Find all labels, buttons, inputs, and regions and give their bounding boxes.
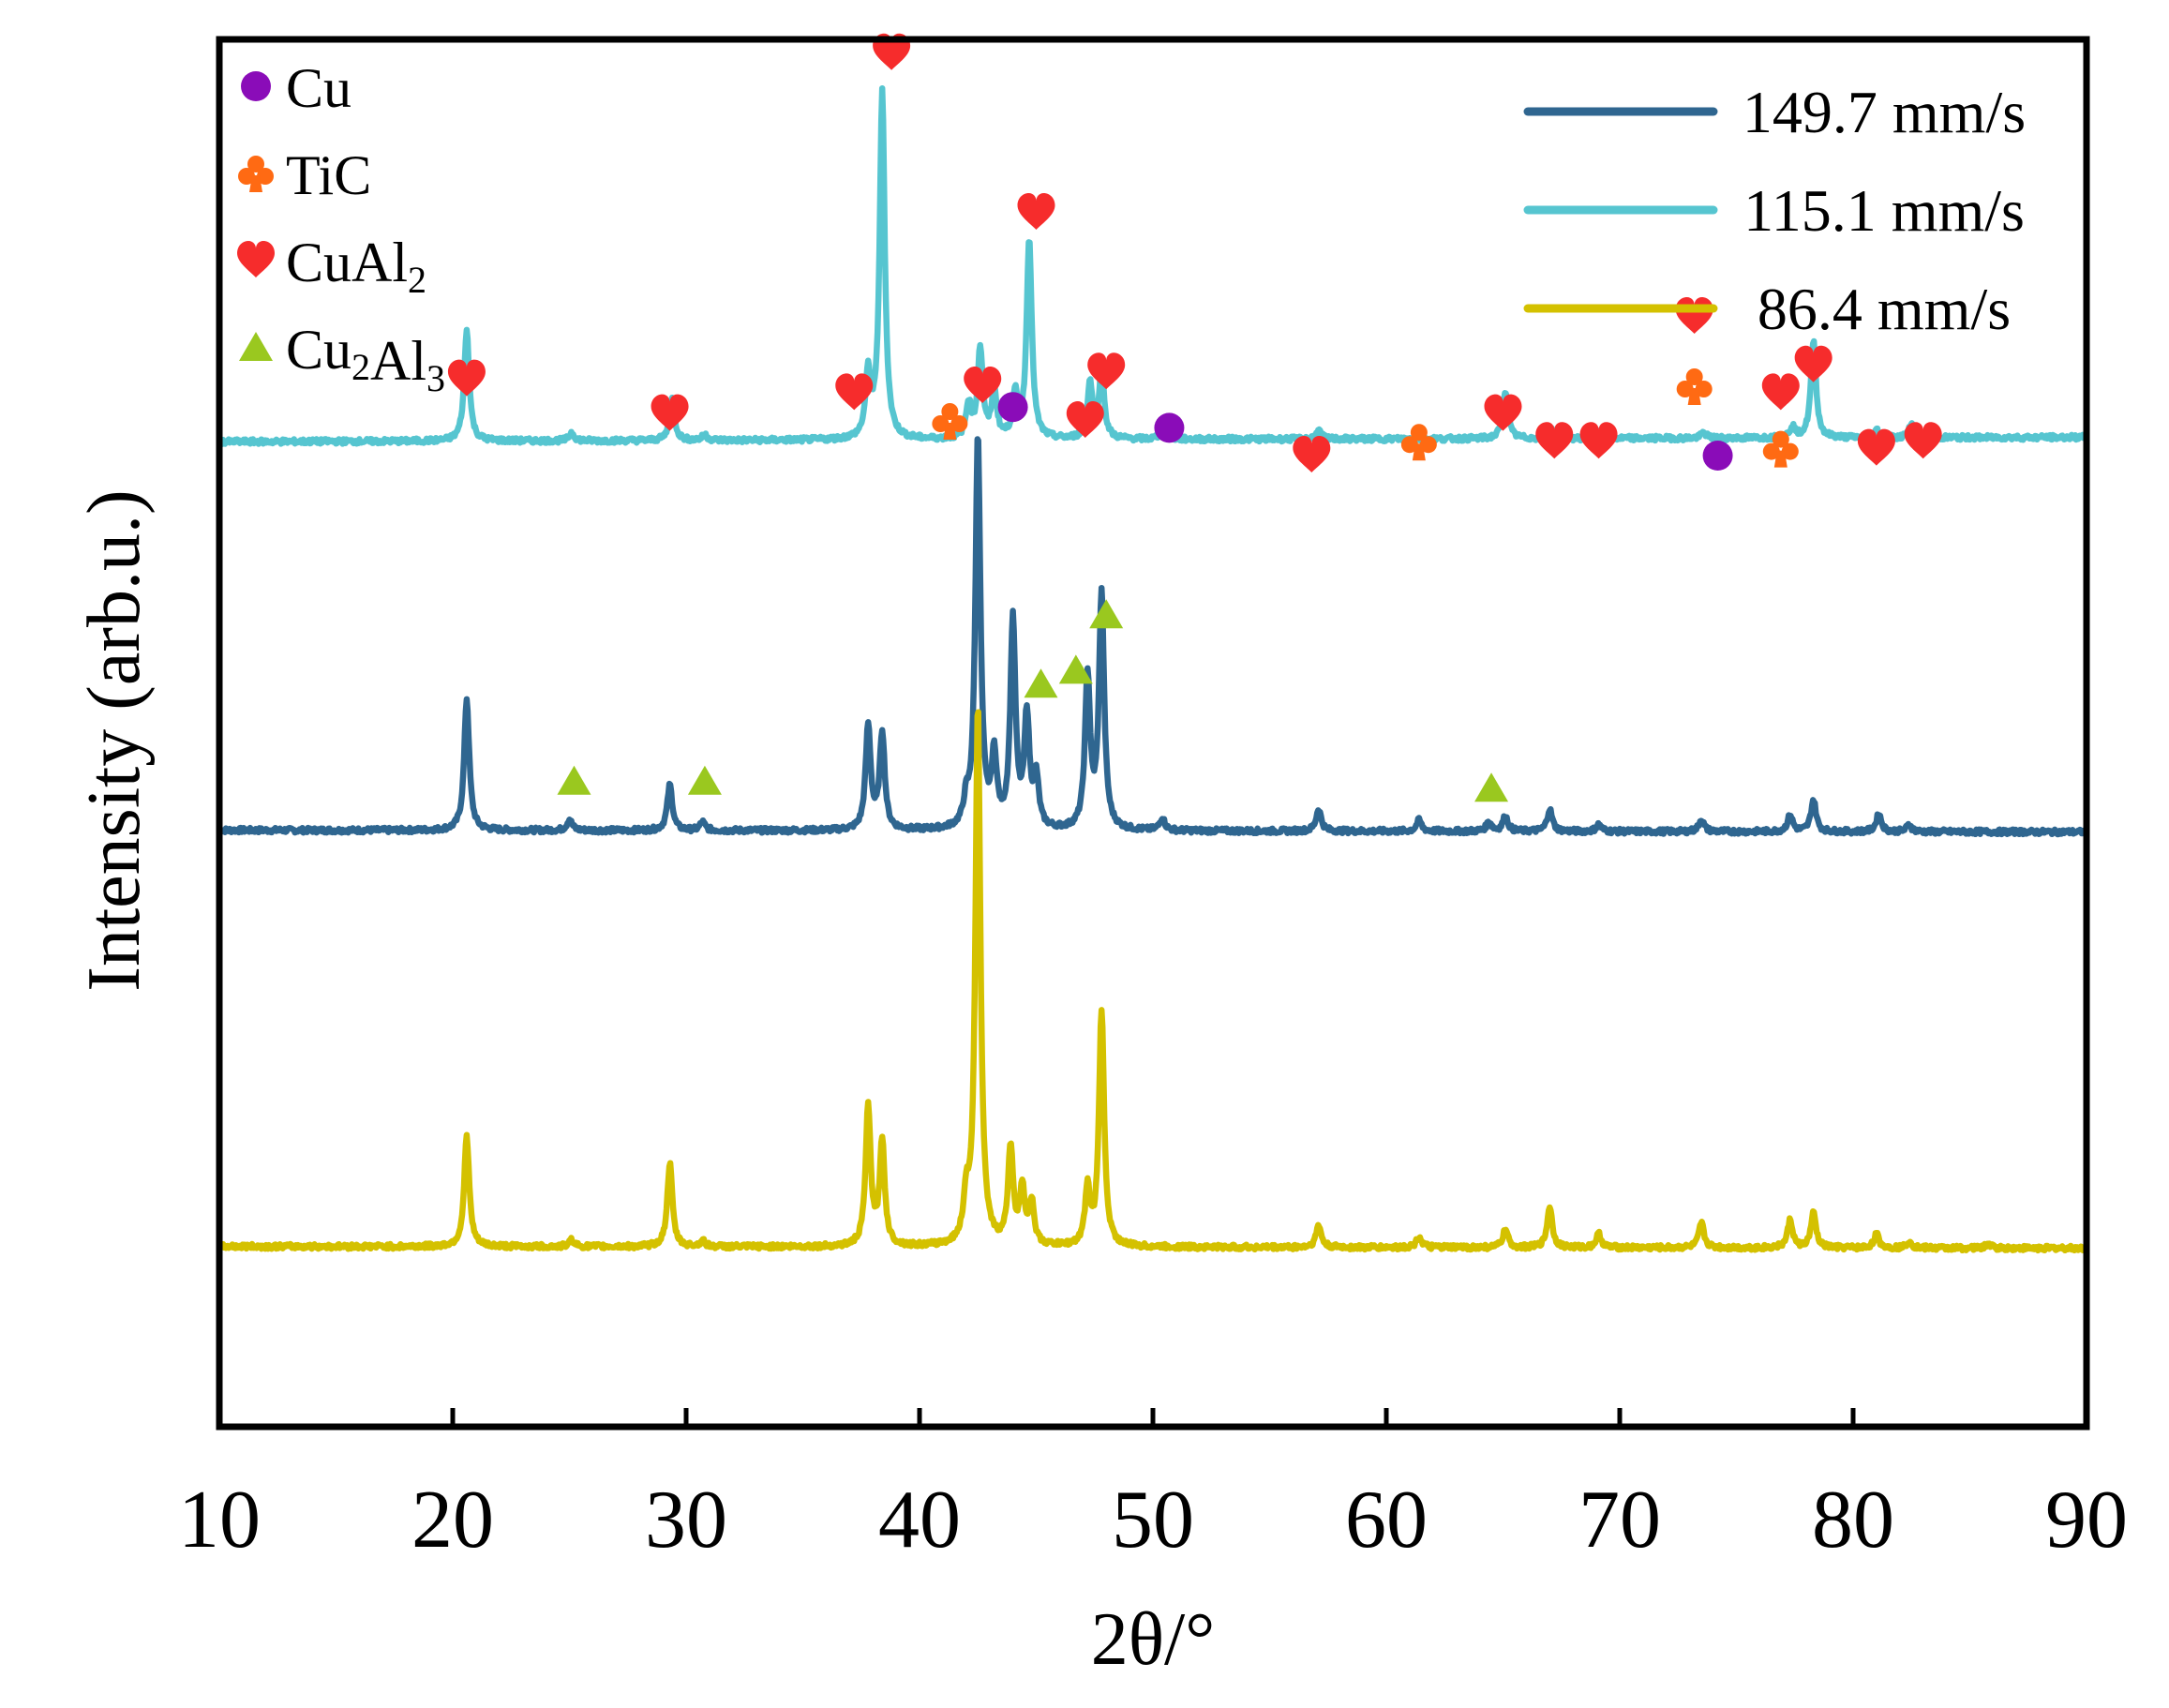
series-legend-115-1-mm-s-label: 115.1 mm/s — [1743, 177, 2025, 244]
marker-heart-5 — [964, 367, 1002, 403]
marker-heart-17 — [1904, 422, 1942, 459]
series-line-86-4-mm-s — [217, 709, 2090, 1254]
marker-circle-22 — [997, 392, 1028, 423]
marker-heart-6 — [1017, 193, 1055, 230]
x-axis: 10 20 30 40 50 60 70 80 90 — [178, 1408, 2128, 1566]
x-tick-label-60: 60 — [1345, 1475, 1428, 1566]
series-legend: 149.7 mm/s 115.1 mm/s 86.4 mm/s — [1523, 79, 2026, 342]
marker-triangle-30 — [1474, 772, 1509, 802]
series-line-149-7-mm-s — [217, 436, 2090, 838]
x-tick-label-30: 30 — [645, 1475, 727, 1566]
marker-heart-11 — [1535, 422, 1574, 459]
phase-legend-tic-icon — [238, 156, 274, 192]
y-axis-title: Intensity (arb.u.) — [73, 489, 156, 991]
phase-legend-tic-label: TiC — [286, 144, 371, 206]
marker-triangle-25 — [557, 765, 591, 795]
marker-heart-13 — [1675, 297, 1713, 334]
series-lines — [217, 84, 2090, 1254]
x-tick-label-40: 40 — [878, 1475, 961, 1566]
marker-triangle-27 — [1024, 668, 1058, 698]
marker-heart-7 — [1066, 401, 1104, 438]
marker-heart-16 — [1857, 428, 1895, 466]
phase-legend-cual2-label: CuAl2 — [286, 232, 426, 301]
marker-club-19 — [1400, 424, 1437, 461]
phase-legend-cual2-icon — [237, 241, 275, 277]
marker-triangle-26 — [687, 765, 722, 795]
x-tick-label-20: 20 — [411, 1475, 494, 1566]
phase-legend-cu2al3-icon — [239, 332, 273, 361]
marker-circle-24 — [1702, 441, 1733, 471]
phase-annotations — [447, 33, 1942, 802]
marker-heart-2 — [651, 394, 689, 431]
series-legend-86-4-mm-s-label: 86.4 mm/s — [1758, 276, 2011, 342]
x-tick-label-80: 80 — [1812, 1475, 1894, 1566]
x-tick-label-50: 50 — [1112, 1475, 1194, 1566]
marker-triangle-28 — [1058, 654, 1093, 684]
marker-club-21 — [1762, 430, 1799, 468]
marker-heart-8 — [1087, 352, 1126, 390]
marker-heart-1 — [447, 359, 486, 397]
marker-heart-10 — [1484, 394, 1522, 431]
x-axis-title: 2θ/° — [1091, 1598, 1216, 1681]
marker-circle-23 — [1154, 412, 1185, 443]
marker-heart-4 — [873, 33, 911, 70]
plot-frame — [216, 36, 2090, 1431]
x-tick-label-10: 10 — [178, 1475, 261, 1566]
x-tick-label-90: 90 — [2045, 1475, 2128, 1566]
marker-club-18 — [932, 403, 968, 440]
marker-heart-12 — [1579, 422, 1618, 459]
marker-heart-3 — [835, 373, 874, 411]
series-legend-149-7-mm-s-label: 149.7 mm/s — [1743, 79, 2026, 145]
marker-club-20 — [1676, 368, 1713, 405]
x-tick-label-70: 70 — [1578, 1475, 1661, 1566]
marker-heart-15 — [1794, 345, 1832, 382]
phase-legend-cu2al3-label: Cu2Al3 — [286, 319, 445, 399]
marker-heart-14 — [1761, 373, 1800, 411]
phase-legend-cu-icon — [241, 71, 271, 101]
marker-triangle-29 — [1089, 599, 1124, 629]
phase-legend-cu-label: Cu — [286, 57, 352, 119]
marker-heart-9 — [1293, 436, 1331, 472]
phase-legend: Cu TiC CuAl2 Cu2Al3 — [237, 57, 445, 399]
